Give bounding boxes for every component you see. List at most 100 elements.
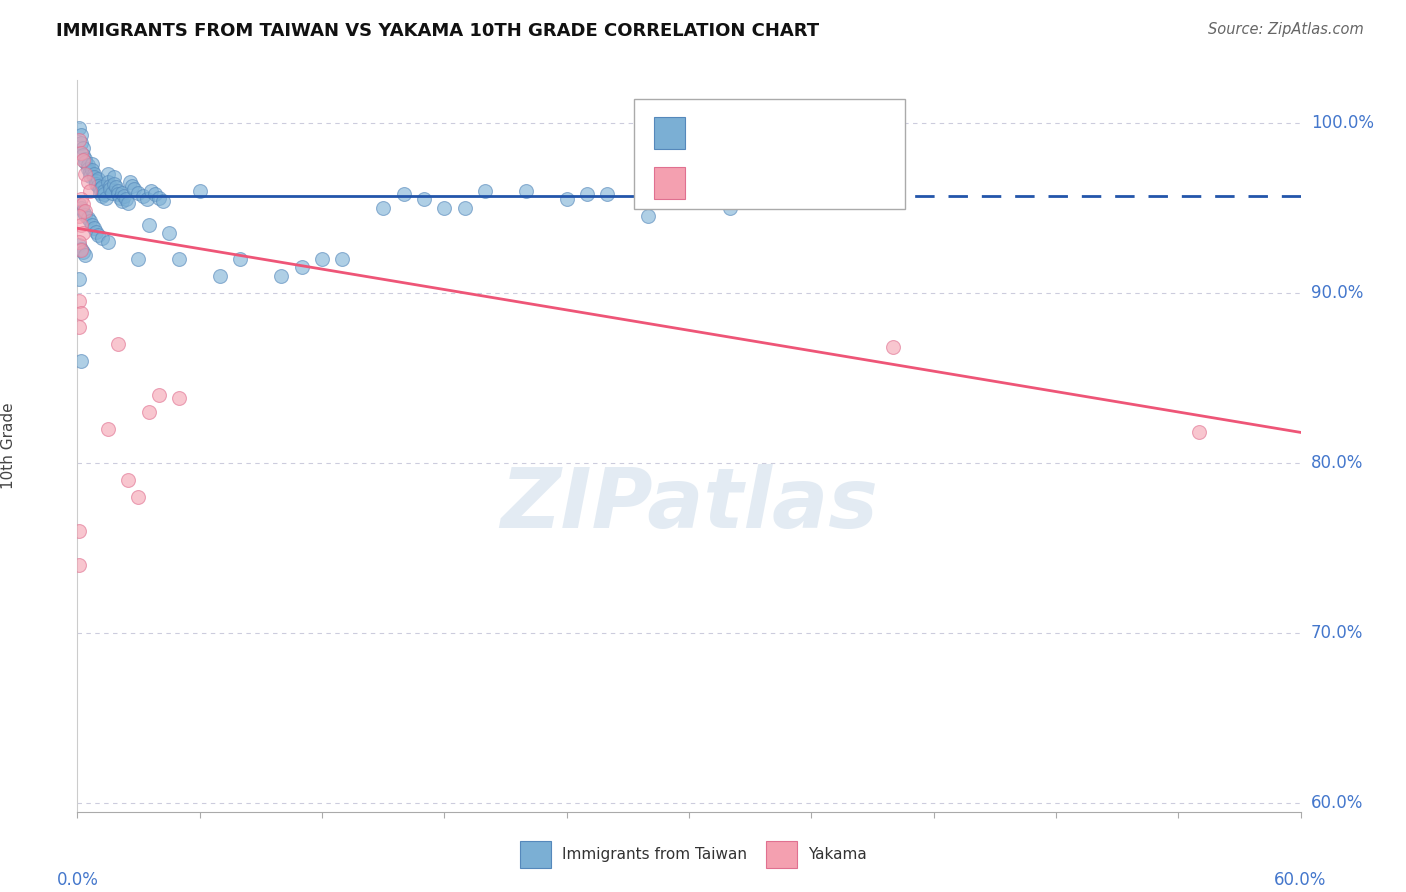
Point: [117, 473, 139, 487]
Point: [76, 175, 98, 189]
Point: [138, 405, 160, 419]
Point: [157, 227, 180, 241]
Text: 60.0%: 60.0%: [1274, 871, 1327, 889]
Point: [75, 155, 97, 169]
Point: [112, 189, 135, 203]
Point: [72, 141, 94, 155]
Point: [143, 187, 166, 202]
Point: [93, 187, 115, 202]
Point: [67, 558, 90, 572]
Text: 70.0%: 70.0%: [1310, 624, 1364, 642]
Point: [576, 187, 599, 202]
Point: [311, 252, 333, 266]
Point: [89, 186, 111, 200]
Point: [103, 170, 125, 185]
Point: [124, 182, 146, 196]
Point: [67, 210, 90, 224]
Point: [84, 225, 107, 239]
Point: [101, 186, 124, 200]
Point: [79, 214, 101, 228]
Point: [188, 184, 211, 198]
Point: [67, 238, 90, 252]
Point: [637, 210, 659, 224]
Text: Immigrants from Taiwan: Immigrants from Taiwan: [562, 847, 748, 862]
Point: [555, 192, 578, 206]
Point: [72, 227, 94, 241]
Point: [83, 167, 105, 181]
Text: 10th Grade: 10th Grade: [1, 402, 15, 490]
Point: [67, 294, 90, 309]
Point: [148, 388, 170, 402]
Point: [67, 235, 90, 249]
Point: [75, 208, 97, 222]
Point: [87, 178, 110, 193]
Point: [148, 191, 170, 205]
Point: [392, 187, 415, 202]
Point: [80, 218, 103, 232]
Point: [98, 178, 121, 193]
Text: 60.0%: 60.0%: [1310, 794, 1364, 813]
Point: [413, 192, 436, 206]
Point: [371, 201, 394, 215]
Text: IMMIGRANTS FROM TAIWAN VS YAKAMA 10TH GRADE CORRELATION CHART: IMMIGRANTS FROM TAIWAN VS YAKAMA 10TH GR…: [56, 22, 820, 40]
Point: [208, 268, 231, 283]
Point: [93, 184, 115, 198]
Text: 90.0%: 90.0%: [1310, 284, 1364, 301]
Point: [72, 197, 94, 211]
Point: [98, 182, 121, 196]
Point: [79, 165, 101, 179]
Point: [72, 204, 94, 219]
Point: [75, 167, 97, 181]
Point: [72, 245, 94, 260]
Point: [72, 153, 94, 168]
Point: [97, 175, 120, 189]
Point: [67, 272, 90, 286]
Point: [70, 136, 93, 151]
Point: [67, 133, 90, 147]
Point: [75, 248, 97, 262]
Point: [90, 180, 112, 194]
Text: Source: ZipAtlas.com: Source: ZipAtlas.com: [1208, 22, 1364, 37]
Text: 100.0%: 100.0%: [1310, 114, 1374, 132]
Point: [72, 148, 94, 162]
Point: [127, 490, 149, 504]
Point: [70, 146, 93, 161]
Point: [270, 268, 292, 283]
Text: 80.0%: 80.0%: [1310, 454, 1364, 472]
Point: [152, 194, 174, 208]
Point: [79, 169, 101, 183]
Point: [127, 186, 149, 200]
Point: [84, 174, 107, 188]
Point: [70, 218, 93, 232]
Point: [108, 191, 131, 205]
Point: [103, 177, 125, 191]
Point: [97, 167, 120, 181]
Point: [111, 186, 134, 200]
Point: [678, 187, 700, 202]
Text: R = -0.243: R = -0.243: [696, 175, 792, 190]
Point: [474, 184, 496, 198]
Point: [80, 156, 103, 170]
Point: [97, 235, 120, 249]
Point: [117, 195, 139, 210]
Point: [139, 184, 162, 198]
Point: [67, 197, 90, 211]
Point: [67, 524, 90, 538]
Point: [135, 192, 157, 206]
Text: ZIPatlas: ZIPatlas: [501, 464, 877, 545]
Point: [290, 260, 312, 275]
Point: [70, 306, 93, 320]
Point: [90, 189, 112, 203]
Point: [433, 201, 456, 215]
Point: [1187, 425, 1209, 440]
Point: [70, 242, 93, 256]
Point: [107, 337, 129, 351]
Point: [94, 191, 117, 205]
Point: [79, 184, 101, 198]
Point: [138, 218, 160, 232]
Point: [84, 177, 107, 191]
Point: [70, 201, 93, 215]
Point: [87, 228, 110, 243]
Point: [169, 252, 191, 266]
Point: [169, 392, 191, 406]
